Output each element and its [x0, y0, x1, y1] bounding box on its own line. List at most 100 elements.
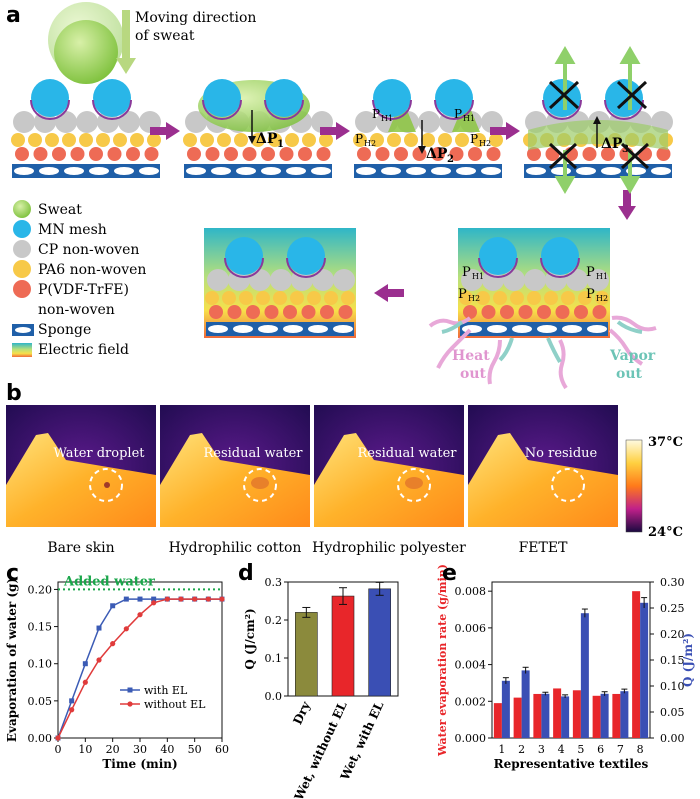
ph1-s5-left-sub: H1: [472, 272, 484, 281]
bar-q: [580, 613, 589, 738]
pa6-fiber: [217, 133, 231, 147]
mn-mesh-fiber: [479, 237, 517, 275]
legend-label: PA6 non-woven: [38, 262, 146, 278]
delta-p1-label: ΔP: [256, 131, 278, 147]
pvdf-fiber: [574, 305, 588, 319]
flow-arrow-3-icon: [490, 122, 520, 140]
pa6-fiber: [285, 133, 299, 147]
x-tick-label: 30: [133, 743, 147, 756]
pvdf-fiber: [224, 147, 238, 161]
sponge-pore: [286, 167, 306, 175]
panel-e-letter: e: [442, 561, 457, 586]
y-left-axis-label: Water evaporation rate (g/min): [436, 564, 449, 757]
legend-label: Electric field: [38, 342, 129, 358]
pa6-fiber: [113, 133, 127, 147]
sponge-layer: [206, 322, 354, 336]
layer-stack-4: [523, 79, 673, 178]
arm-shape: [160, 433, 310, 527]
pvdf-fiber: [144, 147, 159, 161]
pvdf-fiber: [601, 147, 615, 161]
pvdf-fiber: [431, 147, 445, 161]
pa6-fiber: [96, 133, 110, 147]
mn-mesh-fiber: [435, 79, 473, 117]
pa6-fiber: [544, 291, 558, 305]
delta-p2-sub: 2: [447, 154, 454, 165]
sponge-layer: [354, 164, 502, 178]
cross-marks-icon: [548, 80, 650, 170]
y-left-tick-label: 0.008: [455, 585, 487, 598]
pa6-fiber: [578, 291, 592, 305]
mn-mesh-fiber: [203, 79, 241, 117]
cp-fiber: [207, 269, 229, 291]
sponge-pore: [283, 325, 303, 333]
bar-q: [521, 670, 530, 738]
legend-label: Sweat: [38, 202, 82, 218]
panel-b-letter: b: [6, 381, 22, 406]
delta-p2-label: ΔP: [426, 146, 448, 162]
pa6-fiber: [476, 291, 490, 305]
thermal-scale-bar: [625, 439, 643, 533]
pvdf-fiber: [518, 305, 533, 319]
pvdf-fiber: [15, 147, 29, 161]
flow-arrow-down-icon: [618, 190, 636, 220]
data-point: [137, 612, 143, 618]
y-axis-label: Evaporation of water (g): [5, 578, 19, 742]
cp-fiber: [270, 269, 292, 291]
delta-p3-arrowhead-icon: [593, 116, 601, 124]
pvdf-fiber: [375, 147, 390, 161]
mn-mesh-fiber: [287, 237, 325, 275]
pvdf-fiber: [592, 305, 607, 319]
heat-out-arrows-icon: [428, 315, 657, 390]
cp-fiber: [587, 269, 609, 291]
vapor-up-arrows-icon: [554, 46, 641, 194]
sponge-pore: [14, 167, 34, 175]
y-right-tick-label: 0.25: [660, 602, 685, 615]
category-label: Dry: [290, 698, 313, 726]
ph2-s5-right-label: P: [586, 287, 595, 302]
pa6-fiber: [302, 133, 316, 147]
legend-swatch: [13, 200, 31, 218]
x-tick-label: 4: [558, 743, 565, 756]
data-point: [82, 679, 88, 685]
residue-circle: [243, 468, 277, 502]
pvdf-fiber: [449, 147, 464, 161]
delta-p1-sub: 1: [277, 139, 284, 150]
arm-shape: [314, 433, 464, 527]
pvdf-fiber: [320, 305, 334, 319]
sponge-pore: [526, 167, 546, 175]
thermal-caption: FETET: [519, 540, 568, 556]
bar-evaporation: [592, 695, 601, 738]
panel-a-letter: a: [6, 3, 21, 28]
x-axis-label: Time (min): [102, 757, 177, 771]
cp-fiber: [566, 269, 588, 291]
y-left-tick-label: 0.000: [455, 732, 487, 745]
data-point: [192, 596, 198, 602]
series-line: [57, 598, 222, 739]
ph1-s5-right-label: P: [586, 265, 595, 280]
mn-mesh-fiber: [265, 79, 303, 117]
pvdf-fiber: [261, 147, 275, 161]
x-tick-label: 7: [617, 743, 624, 756]
mn-mesh-edge: [30, 99, 70, 120]
thermal-images: Water droplet Bare skin Residual water Hydr…: [6, 405, 618, 556]
thermal-annotation: Water droplet: [53, 446, 145, 461]
x-axis-label: Representative textiles: [494, 757, 649, 771]
y-right-tick-label: 0.15: [660, 654, 685, 667]
y-left-tick-label: 0.006: [455, 622, 487, 635]
ph2-s5-left-label: P: [458, 287, 467, 302]
bar-q: [561, 696, 570, 738]
bar: [295, 612, 318, 697]
ph1-s5-right-sub: H1: [596, 272, 608, 281]
pvdf-fiber: [463, 305, 477, 319]
vapor-out-line1: Vapor: [609, 348, 656, 364]
mn-mesh-edge: [92, 99, 132, 120]
y-right-tick-label: 0.30: [660, 576, 685, 589]
cp-fiber: [355, 111, 377, 133]
pa6-fiber: [493, 291, 507, 305]
delta-p1-arrowhead-icon: [248, 136, 256, 144]
pvdf-fiber: [468, 147, 482, 161]
y-right-tick-label: 0.10: [660, 680, 685, 693]
legend-swatch-pore: [15, 327, 31, 333]
legend-label: with EL: [144, 684, 188, 697]
